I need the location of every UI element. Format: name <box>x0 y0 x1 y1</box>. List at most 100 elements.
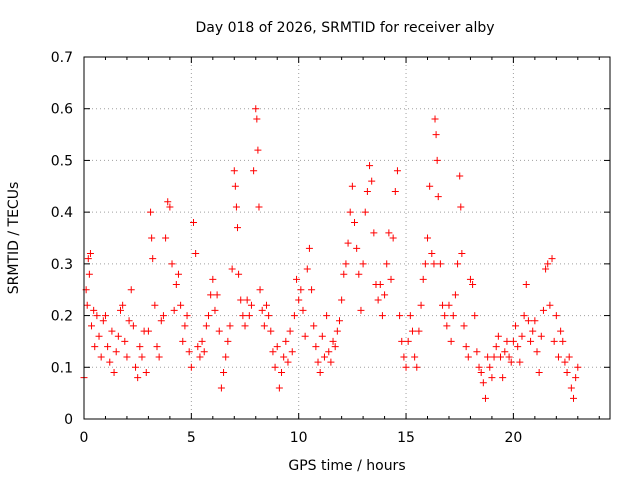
data-point <box>542 265 550 273</box>
y-tick-label: 0.4 <box>51 205 73 221</box>
data-point <box>99 317 107 325</box>
data-point <box>411 353 419 361</box>
data-point <box>202 322 210 330</box>
x-axis-label: GPS time / hours <box>288 458 405 474</box>
data-point <box>286 327 294 335</box>
data-point <box>325 348 333 356</box>
data-point <box>351 218 359 226</box>
data-point <box>550 337 558 345</box>
data-point <box>284 358 292 366</box>
data-point <box>97 353 105 361</box>
data-point <box>155 353 163 361</box>
data-point <box>561 358 569 366</box>
data-point <box>451 291 459 299</box>
data-point <box>346 208 354 216</box>
data-point <box>348 182 356 190</box>
data-point <box>84 255 92 263</box>
data-point <box>290 312 298 320</box>
data-point <box>138 353 146 361</box>
data-point <box>340 270 348 278</box>
data-point <box>170 306 178 314</box>
data-point <box>86 250 94 258</box>
data-point <box>119 301 127 309</box>
data-point <box>473 348 481 356</box>
data-point <box>393 167 401 175</box>
data-point <box>134 374 142 382</box>
data-point <box>462 343 470 351</box>
data-point <box>121 337 129 345</box>
data-point <box>305 244 313 252</box>
data-point <box>260 322 268 330</box>
data-point <box>237 296 245 304</box>
data-point <box>151 301 159 309</box>
data-point <box>312 343 320 351</box>
data-point <box>404 337 412 345</box>
data-point <box>486 363 494 371</box>
data-point <box>342 260 350 268</box>
data-point <box>329 337 337 345</box>
data-point <box>479 379 487 387</box>
data-point <box>254 146 262 154</box>
data-point <box>559 337 567 345</box>
data-point <box>101 312 109 320</box>
data-point <box>234 224 242 232</box>
data-point <box>370 229 378 237</box>
data-point <box>231 182 239 190</box>
data-point <box>301 332 309 340</box>
data-point <box>383 260 391 268</box>
data-point <box>460 322 468 330</box>
data-point <box>426 182 434 190</box>
data-point <box>136 343 144 351</box>
data-point <box>318 332 326 340</box>
data-point <box>563 368 571 376</box>
data-point <box>419 275 427 283</box>
data-point <box>527 337 535 345</box>
data-point <box>518 332 526 340</box>
data-point <box>200 348 208 356</box>
data-point <box>520 312 528 320</box>
data-point <box>112 348 120 356</box>
data-point <box>535 368 543 376</box>
data-point <box>533 348 541 356</box>
data-point <box>406 312 414 320</box>
data-point <box>187 363 195 371</box>
data-point <box>106 358 114 366</box>
data-point <box>147 208 155 216</box>
data-point <box>239 312 247 320</box>
data-point <box>271 363 279 371</box>
data-point <box>464 353 472 361</box>
data-point <box>297 286 305 294</box>
data-point <box>490 353 498 361</box>
x-tick-label: 10 <box>290 430 308 446</box>
data-point <box>445 301 453 309</box>
data-point <box>320 353 328 361</box>
data-point <box>275 384 283 392</box>
data-point <box>168 260 176 268</box>
data-point <box>235 270 243 278</box>
data-point <box>220 368 228 376</box>
data-point <box>355 270 363 278</box>
data-point <box>475 363 483 371</box>
data-point <box>327 358 335 366</box>
data-point <box>159 312 167 320</box>
data-point <box>132 363 140 371</box>
data-point <box>359 260 367 268</box>
data-point <box>93 312 101 320</box>
data-point <box>85 270 93 278</box>
y-tick-label: 0.7 <box>51 50 73 66</box>
data-point <box>108 327 116 335</box>
data-point <box>95 332 103 340</box>
data-point <box>572 374 580 382</box>
y-tick-label: 0 <box>64 412 73 428</box>
data-point <box>552 312 560 320</box>
data-point <box>194 343 202 351</box>
data-point <box>531 317 539 325</box>
data-point <box>90 306 98 314</box>
data-point <box>162 234 170 242</box>
data-point <box>391 187 399 195</box>
data-point <box>546 301 554 309</box>
data-point <box>488 374 496 382</box>
data-point <box>179 337 187 345</box>
data-point <box>514 343 522 351</box>
data-point <box>205 312 213 320</box>
